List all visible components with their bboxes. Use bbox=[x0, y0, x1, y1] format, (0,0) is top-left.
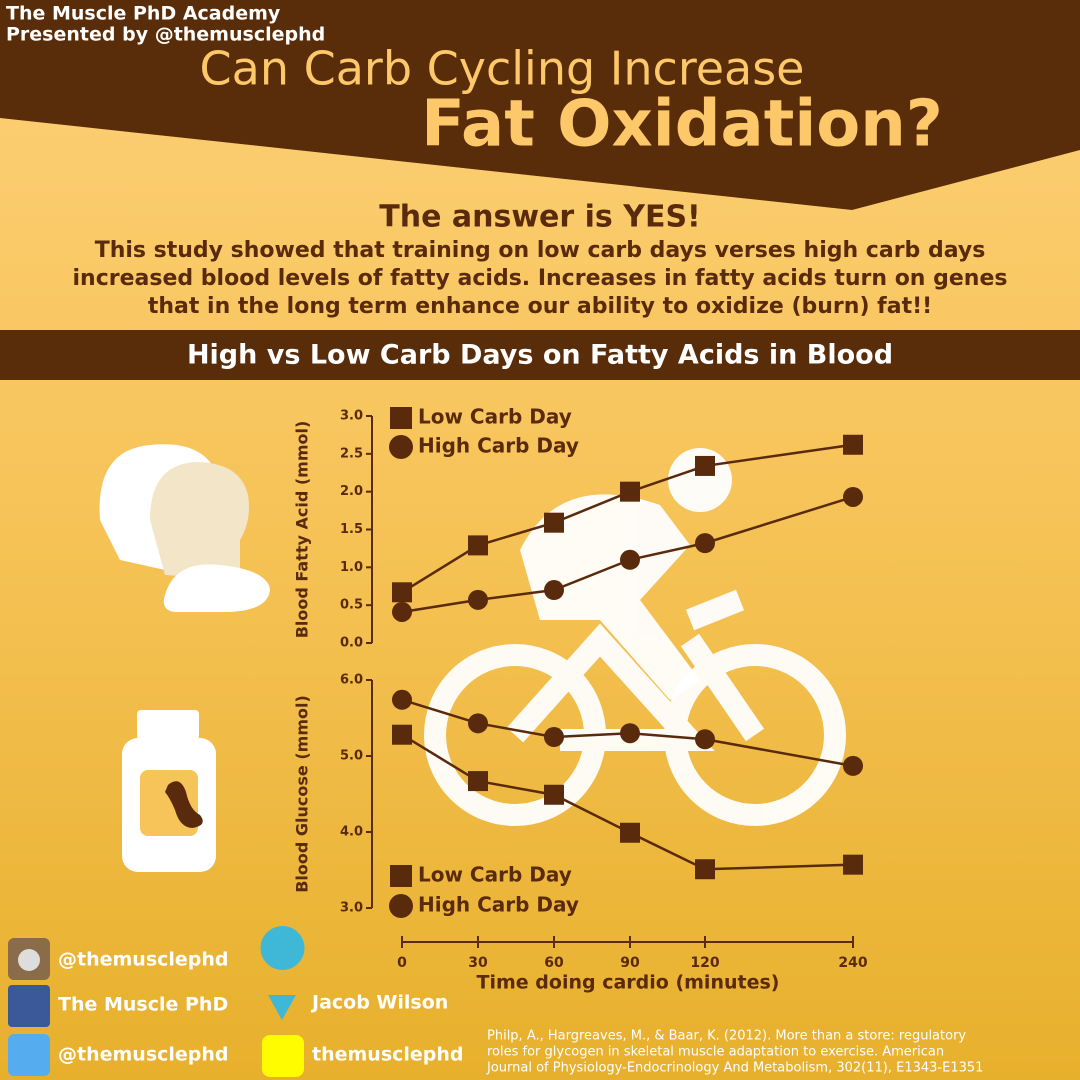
marker-circle bbox=[620, 549, 640, 570]
marker-square bbox=[544, 512, 564, 533]
answer-line: increased blood levels of fatty acids. I… bbox=[73, 266, 1008, 291]
y-axis-title: Blood Glucose (mmol) bbox=[293, 695, 312, 893]
legend-marker bbox=[389, 435, 413, 459]
marker-square bbox=[620, 481, 640, 502]
jar-icon bbox=[122, 710, 216, 872]
legend-marker bbox=[389, 894, 413, 918]
marker-circle bbox=[695, 729, 715, 750]
marker-square bbox=[843, 434, 863, 455]
marker-square bbox=[620, 822, 640, 843]
marker-circle bbox=[695, 533, 715, 554]
y-tick-label: 3.0 bbox=[340, 409, 363, 424]
answer-line: This study showed that training on low c… bbox=[95, 238, 986, 263]
marker-circle bbox=[620, 723, 640, 744]
marker-square bbox=[392, 582, 412, 603]
academy: The Muscle PhD Academy bbox=[6, 3, 281, 25]
banner-title: High vs Low Carb Days on Fatty Acids in … bbox=[187, 340, 893, 371]
y-axis-title: Blood Fatty Acid (mmol) bbox=[293, 421, 312, 639]
y-tick-label: 3.0 bbox=[340, 901, 363, 916]
social-handle: themusclephd bbox=[312, 1044, 464, 1066]
x-tick-label: 120 bbox=[690, 955, 719, 971]
social-handle: Jacob Wilson bbox=[310, 992, 448, 1014]
x-tick-label: 240 bbox=[838, 955, 867, 971]
y-tick-label: 0.5 bbox=[340, 598, 363, 613]
x-axis-title: Time doing cardio (minutes) bbox=[477, 972, 780, 994]
y-tick-label: 0.0 bbox=[340, 636, 363, 651]
marker-square bbox=[695, 455, 715, 476]
series-line bbox=[401, 698, 854, 768]
title-line1: Can Carb Cycling Increase bbox=[200, 42, 805, 96]
citation: Philp, A., Hargreaves, M., & Baar, K. (2… bbox=[487, 1029, 966, 1044]
marker-circle bbox=[392, 689, 412, 710]
marker-square bbox=[468, 771, 488, 792]
citation: roles for glycogen in skeletal muscle ad… bbox=[487, 1045, 944, 1060]
y-tick-label: 2.0 bbox=[340, 484, 363, 499]
title-line2: Fat Oxidation? bbox=[421, 88, 943, 162]
header-band bbox=[0, 0, 1080, 210]
x-tick-label: 90 bbox=[620, 955, 640, 971]
marker-square bbox=[695, 859, 715, 880]
answer-line: that in the long term enhance our abilit… bbox=[148, 294, 932, 319]
marker-circle bbox=[468, 713, 488, 734]
y-tick-label: 1.5 bbox=[340, 522, 363, 537]
legend-marker bbox=[390, 407, 412, 429]
marker-square bbox=[392, 724, 412, 745]
social-handle: @themusclephd bbox=[58, 949, 229, 971]
marker-circle bbox=[544, 727, 564, 747]
series-line bbox=[401, 733, 854, 871]
y-tick-label: 5.0 bbox=[340, 749, 363, 764]
presenter: Presented by @themusclephd bbox=[6, 24, 325, 46]
legend-label: High Carb Day bbox=[418, 893, 579, 917]
marker-square bbox=[468, 535, 488, 556]
answer-heading: The answer is YES! bbox=[379, 200, 700, 235]
citation: Journal of Physiology-Endocrinology And … bbox=[486, 1061, 983, 1076]
y-tick-label: 1.0 bbox=[340, 560, 363, 575]
y-tick-label: 4.0 bbox=[340, 825, 363, 840]
marker-circle bbox=[843, 755, 863, 776]
x-tick-label: 0 bbox=[397, 955, 407, 971]
series-line bbox=[401, 495, 854, 614]
social-handle: The Muscle PhD bbox=[58, 994, 228, 1016]
bread-icon bbox=[99, 444, 270, 612]
x-tick-label: 30 bbox=[468, 955, 488, 971]
legend-label: Low Carb Day bbox=[418, 405, 572, 429]
legend-label: Low Carb Day bbox=[418, 863, 572, 887]
social-handle: @themusclephd bbox=[58, 1044, 229, 1066]
marker-circle bbox=[544, 580, 564, 601]
marker-square bbox=[843, 854, 863, 875]
x-tick-label: 60 bbox=[544, 955, 564, 971]
banner bbox=[0, 330, 1080, 380]
marker-circle bbox=[468, 589, 488, 610]
legend-marker bbox=[390, 865, 412, 887]
legend-label: High Carb Day bbox=[418, 434, 579, 458]
marker-square bbox=[544, 784, 564, 805]
social-icons bbox=[8, 926, 305, 1077]
series-line bbox=[401, 443, 854, 594]
charts: 0.0 0.5 1.0 1.5 2.0 2.5 3.0 Blood Fatty Acid (m… bbox=[293, 405, 868, 994]
y-tick-label: 6.0 bbox=[340, 673, 363, 688]
marker-circle bbox=[843, 486, 863, 507]
marker-circle bbox=[392, 601, 412, 622]
y-tick-label: 2.5 bbox=[340, 446, 363, 461]
